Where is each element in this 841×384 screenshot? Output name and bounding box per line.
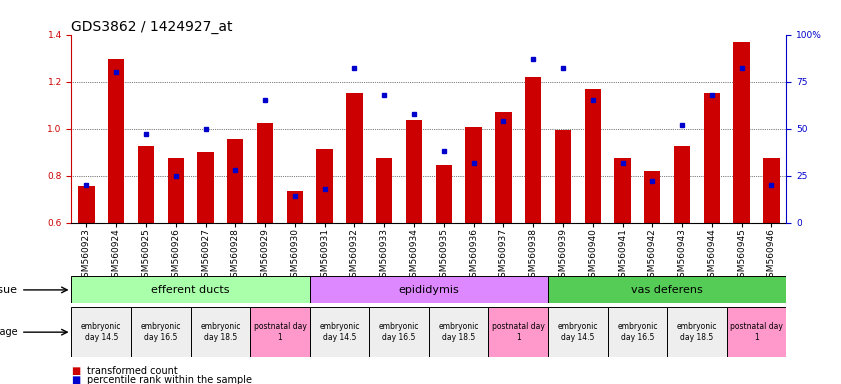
Bar xyxy=(429,307,489,357)
Bar xyxy=(733,41,750,223)
Text: embryonic
day 16.5: embryonic day 16.5 xyxy=(379,323,420,342)
Bar xyxy=(71,276,309,303)
Text: efferent ducts: efferent ducts xyxy=(151,285,230,295)
Text: embryonic
day 18.5: embryonic day 18.5 xyxy=(200,323,241,342)
Text: embryonic
day 18.5: embryonic day 18.5 xyxy=(438,323,479,342)
Text: ■: ■ xyxy=(71,366,81,376)
Bar xyxy=(251,307,309,357)
Text: development stage: development stage xyxy=(0,327,18,337)
Bar xyxy=(495,112,511,223)
Bar xyxy=(167,158,184,223)
Text: GDS3862 / 1424927_at: GDS3862 / 1424927_at xyxy=(71,20,233,33)
Bar xyxy=(584,89,601,223)
Bar xyxy=(257,123,273,223)
Text: embryonic
day 14.5: embryonic day 14.5 xyxy=(558,323,598,342)
Text: vas deferens: vas deferens xyxy=(632,285,703,295)
Bar xyxy=(287,191,303,223)
Text: embryonic
day 14.5: embryonic day 14.5 xyxy=(320,323,360,342)
Bar xyxy=(465,127,482,223)
Text: embryonic
day 18.5: embryonic day 18.5 xyxy=(677,323,717,342)
Bar xyxy=(131,307,191,357)
Bar xyxy=(704,93,720,223)
Bar xyxy=(346,93,362,223)
Text: postnatal day
1: postnatal day 1 xyxy=(253,323,306,342)
Bar xyxy=(674,146,690,223)
Text: embryonic
day 16.5: embryonic day 16.5 xyxy=(617,323,658,342)
Bar xyxy=(108,59,124,223)
Bar xyxy=(644,171,660,223)
Bar xyxy=(614,158,631,223)
Bar xyxy=(227,139,244,223)
Bar xyxy=(138,146,154,223)
Bar xyxy=(525,77,542,223)
Bar xyxy=(667,307,727,357)
Bar xyxy=(369,307,429,357)
Bar xyxy=(376,158,393,223)
Text: percentile rank within the sample: percentile rank within the sample xyxy=(87,375,251,384)
Bar xyxy=(548,307,607,357)
Bar xyxy=(607,307,667,357)
Text: embryonic
day 16.5: embryonic day 16.5 xyxy=(140,323,181,342)
Text: tissue: tissue xyxy=(0,285,18,295)
Text: ■: ■ xyxy=(71,375,81,384)
Bar xyxy=(316,149,333,223)
Bar xyxy=(78,186,94,223)
Bar xyxy=(436,165,452,223)
Bar xyxy=(764,158,780,223)
Text: embryonic
day 14.5: embryonic day 14.5 xyxy=(81,323,121,342)
Text: epididymis: epididymis xyxy=(399,285,459,295)
Bar xyxy=(309,307,369,357)
Text: postnatal day
1: postnatal day 1 xyxy=(730,323,783,342)
Bar xyxy=(198,152,214,223)
Bar xyxy=(489,307,548,357)
Bar xyxy=(406,121,422,223)
Bar xyxy=(555,130,571,223)
Text: transformed count: transformed count xyxy=(87,366,177,376)
Bar xyxy=(727,307,786,357)
Text: postnatal day
1: postnatal day 1 xyxy=(492,323,545,342)
Bar xyxy=(548,276,786,303)
Bar xyxy=(71,307,131,357)
Bar xyxy=(191,307,251,357)
Bar xyxy=(309,276,548,303)
